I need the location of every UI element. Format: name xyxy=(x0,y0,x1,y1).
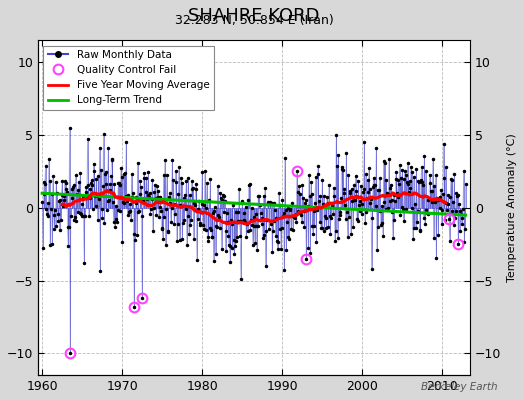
Text: 32.283 N, 50.854 E (Iran): 32.283 N, 50.854 E (Iran) xyxy=(175,14,334,27)
Legend: Raw Monthly Data, Quality Control Fail, Five Year Moving Average, Long-Term Tren: Raw Monthly Data, Quality Control Fail, … xyxy=(43,46,214,110)
Title: SHAHRE KORD: SHAHRE KORD xyxy=(189,7,320,25)
Text: Berkeley Earth: Berkeley Earth xyxy=(421,382,498,392)
Y-axis label: Temperature Anomaly (°C): Temperature Anomaly (°C) xyxy=(507,134,517,282)
